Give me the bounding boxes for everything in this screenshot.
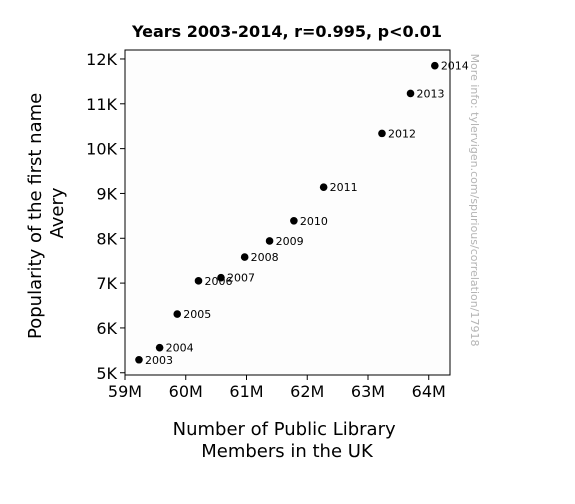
- data-point-label: 2013: [417, 87, 445, 100]
- x-tick-label: 59M: [108, 382, 142, 401]
- y-axis-title: Popularity of the first name Avery: [25, 87, 68, 339]
- data-point: [135, 355, 143, 364]
- y-tick-label: 11K: [86, 95, 117, 114]
- plot-area: [124, 49, 451, 376]
- data-point: [290, 216, 298, 225]
- y-tick-label: 9K: [96, 184, 117, 203]
- data-point-label: 2009: [276, 235, 304, 248]
- data-point-label: 2006: [205, 275, 233, 288]
- x-tick-label: 64M: [412, 382, 446, 401]
- data-point: [406, 89, 415, 98]
- x-axis-title-line-1: Number of Public Library: [173, 419, 396, 440]
- data-point: [240, 253, 249, 261]
- x-tick-label: 62M: [290, 382, 324, 401]
- x-axis-title: Number of Public Library Members in the …: [173, 419, 402, 462]
- y-tick-label: 8K: [96, 229, 117, 248]
- data-point-label: 2004: [166, 342, 194, 355]
- data-point: [173, 310, 182, 318]
- source-watermark: More info: tylervigen.com/spurious/corre…: [468, 54, 481, 347]
- data-point: [155, 343, 164, 352]
- x-tick-label: 63M: [351, 382, 385, 401]
- data-point-label: 2007: [227, 272, 255, 285]
- y-tick-label: 5K: [96, 364, 117, 383]
- data-point-label: 2010: [300, 215, 328, 228]
- data-point-label: 2011: [330, 181, 358, 194]
- x-tick-label: 60M: [169, 382, 203, 401]
- y-tick-label: 6K: [96, 319, 117, 338]
- x-tick-label: 61M: [229, 382, 263, 401]
- y-tick-label: 12K: [86, 50, 117, 69]
- y-axis-title-line-2: Avery: [47, 187, 68, 238]
- data-point: [431, 61, 439, 70]
- data-point-label: 2003: [145, 354, 173, 367]
- data-point-label: 2014: [441, 60, 469, 73]
- chart-title: Years 2003-2014, r=0.995, p<0.01: [131, 22, 442, 41]
- x-axis-title-line-2: Members in the UK: [201, 441, 374, 462]
- data-point-label: 2012: [388, 127, 416, 140]
- data-point: [265, 237, 274, 245]
- y-tick-label: 10K: [86, 140, 117, 159]
- data-point: [217, 273, 225, 282]
- y-axis-title-line-1: Popularity of the first name: [25, 93, 46, 339]
- data-point-label: 2008: [251, 251, 279, 264]
- data-point-label: 2005: [183, 308, 211, 321]
- data-point: [378, 129, 386, 138]
- data-point: [319, 183, 328, 191]
- y-tick-label: 7K: [96, 274, 117, 293]
- data-point: [194, 277, 203, 285]
